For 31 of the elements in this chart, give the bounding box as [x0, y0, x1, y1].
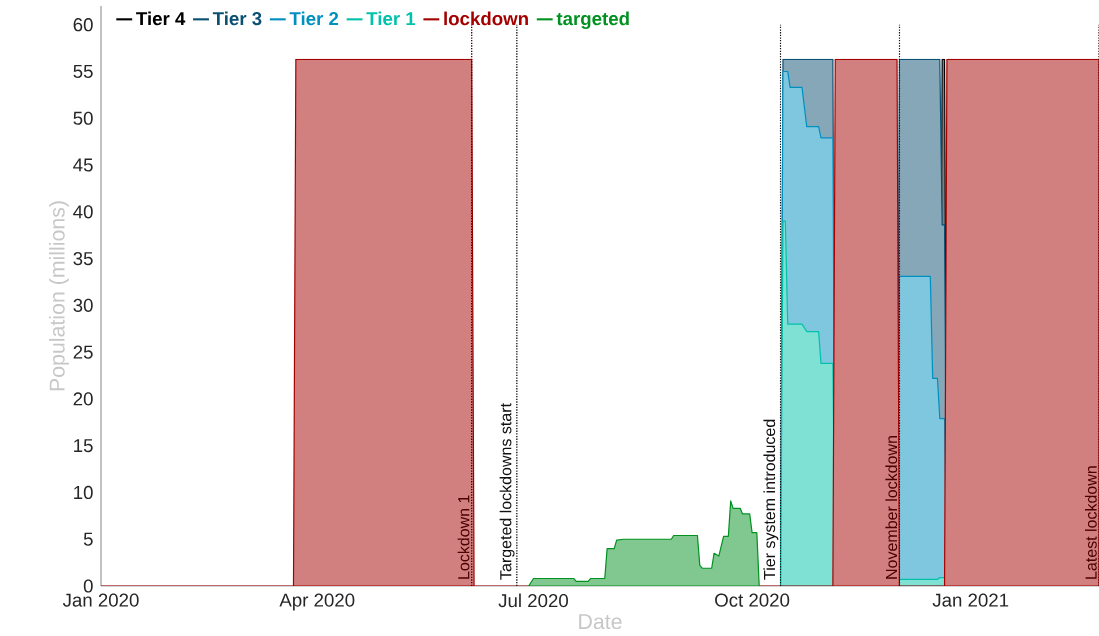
y-tick-label: 60	[73, 18, 93, 32]
legend-label: Tier 4	[136, 11, 186, 26]
x-tick-label: Oct 2020	[715, 593, 790, 607]
y-tick-label: 40	[73, 205, 93, 219]
y-tick-label: 55	[73, 64, 93, 78]
x-tick-label: Jan 2021	[932, 593, 1009, 607]
ref-line-label: Targeted lockdowns start	[499, 403, 515, 580]
legend-label: Tier 1	[366, 11, 416, 26]
x-tick-label: Jan 2020	[62, 593, 139, 607]
y-tick-label: 25	[73, 345, 93, 359]
legend-label: targeted	[556, 11, 629, 30]
y-tick-label: 15	[74, 439, 93, 453]
y-tick-label: 35	[73, 251, 93, 266]
ref-line-label: Lockdown 1	[457, 495, 470, 579]
y-tick-label: 50	[73, 111, 93, 125]
x-tick-label: Jul 2020	[498, 593, 568, 608]
legend-label: lockdown	[444, 11, 528, 26]
y-axis-title: Population (millions)	[49, 201, 69, 391]
legend-label: Tier 2	[289, 11, 339, 26]
legend-label: Tier 3	[212, 11, 262, 26]
x-axis-title: Date	[579, 614, 622, 630]
ref-line-label: Tier system introduced	[763, 419, 779, 580]
ref-line-label: November lockdown	[885, 436, 898, 579]
y-tick-label: 10	[74, 485, 93, 500]
y-tick-label: 5	[83, 532, 93, 546]
ref-line-label: Latest lockdown	[1084, 466, 1097, 579]
y-tick-label: 0	[83, 579, 93, 593]
y-tick-label: 45	[73, 158, 93, 172]
x-tick-label: Apr 2020	[279, 593, 355, 611]
y-tick-label: 20	[73, 392, 93, 406]
y-tick-label: 30	[73, 298, 93, 312]
